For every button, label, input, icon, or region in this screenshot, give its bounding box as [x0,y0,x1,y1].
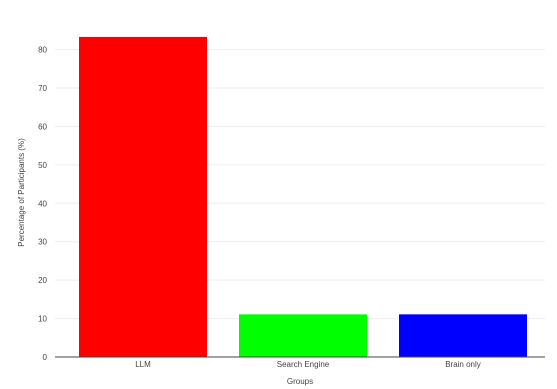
x-tick-labels: LLM Search Engine Brain only [135,360,481,369]
x-axis-title: Groups [287,377,313,386]
bar-brain-only [399,314,527,357]
bar-search-engine [239,314,367,357]
y-tick-labels: 0 10 20 30 40 50 60 70 80 [38,46,47,362]
x-tick-label: Brain only [445,360,481,369]
y-tick-label: 30 [38,238,47,247]
y-tick-label: 70 [38,84,47,93]
y-axis-title: Percentage of Participants (%) [17,138,26,247]
bar-layer [79,36,527,357]
y-tick-label: 50 [38,161,47,170]
y-tick-label: 60 [38,122,47,131]
x-tick-label: Search Engine [277,360,330,369]
x-tick-label: LLM [135,360,151,369]
y-tick-label: 10 [38,315,47,324]
y-tick-label: 80 [38,46,47,55]
y-tick-label: 40 [38,199,47,208]
bar-llm [79,36,207,357]
y-tick-label: 0 [43,353,48,362]
y-tick-label: 20 [38,276,47,285]
